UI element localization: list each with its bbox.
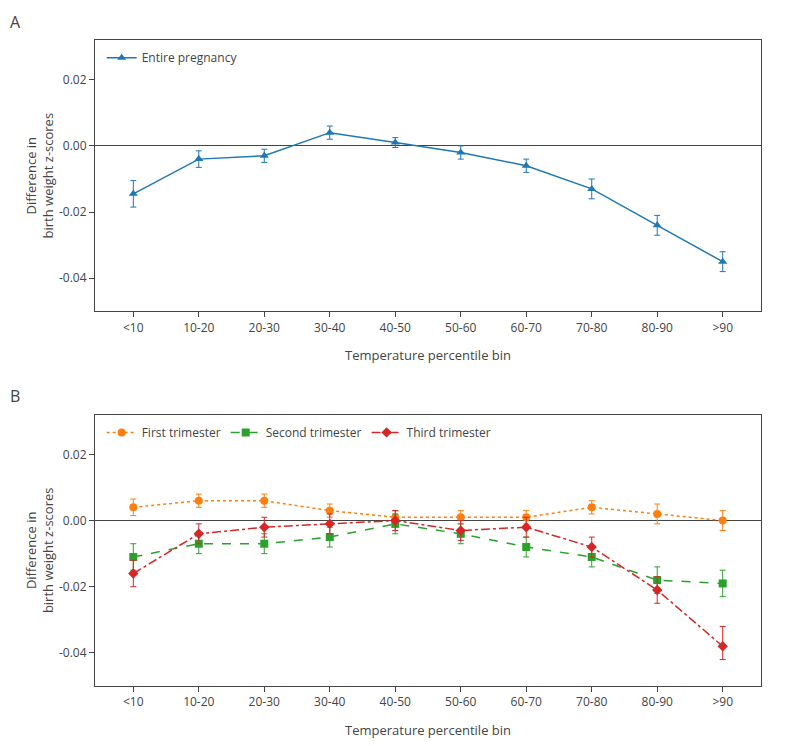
svg-text:60-70: 60-70 — [511, 319, 542, 336]
svg-text:40-50: 40-50 — [380, 319, 411, 336]
svg-text:-0.02: -0.02 — [59, 203, 87, 220]
svg-text:Difference inbirth weight z-sc: Difference inbirth weight z-scores — [22, 488, 57, 614]
svg-text:70-80: 70-80 — [576, 693, 607, 710]
svg-text:10-20: 10-20 — [183, 319, 214, 336]
svg-text:Difference inbirth weight z-sc: Difference inbirth weight z-scores — [22, 113, 57, 239]
svg-text:-0.04: -0.04 — [59, 644, 87, 661]
svg-text:>90: >90 — [712, 693, 733, 710]
svg-text:Entire pregnancy: Entire pregnancy — [142, 49, 238, 66]
svg-text:30-40: 30-40 — [314, 693, 345, 710]
svg-text:50-60: 50-60 — [445, 319, 476, 336]
svg-text:50-60: 50-60 — [445, 693, 476, 710]
svg-text:0.00: 0.00 — [63, 137, 87, 154]
svg-text:<10: <10 — [123, 693, 144, 710]
svg-text:30-40: 30-40 — [314, 319, 345, 336]
svg-text:70-80: 70-80 — [576, 319, 607, 336]
svg-text:A: A — [10, 11, 21, 33]
svg-text:20-30: 20-30 — [249, 319, 280, 336]
svg-text:-0.02: -0.02 — [59, 578, 87, 595]
svg-text:60-70: 60-70 — [511, 693, 542, 710]
svg-text:Temperature percentile bin: Temperature percentile bin — [345, 721, 511, 739]
svg-text:>90: >90 — [712, 319, 733, 336]
svg-text:20-30: 20-30 — [249, 693, 280, 710]
svg-text:0.02: 0.02 — [63, 71, 87, 88]
svg-text:0.00: 0.00 — [63, 512, 87, 529]
svg-text:First trimester: First trimester — [142, 424, 221, 441]
svg-text:<10: <10 — [123, 319, 144, 336]
svg-text:40-50: 40-50 — [380, 693, 411, 710]
svg-text:-0.04: -0.04 — [59, 269, 87, 286]
svg-text:Third trimester: Third trimester — [407, 424, 491, 441]
svg-text:Second trimester: Second trimester — [266, 424, 362, 441]
svg-text:10-20: 10-20 — [183, 693, 214, 710]
svg-text:80-90: 80-90 — [642, 319, 673, 336]
svg-text:B: B — [10, 385, 20, 407]
svg-text:0.02: 0.02 — [63, 446, 87, 463]
svg-text:Temperature percentile bin: Temperature percentile bin — [345, 346, 511, 364]
svg-text:80-90: 80-90 — [642, 693, 673, 710]
